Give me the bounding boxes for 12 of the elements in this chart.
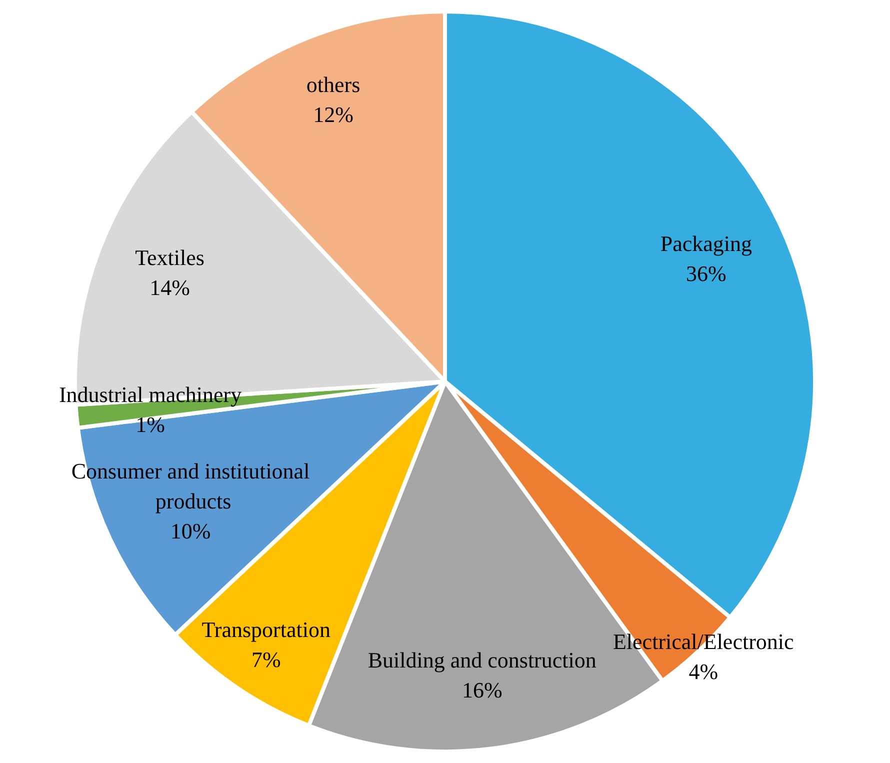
slice-label: Building and construction (368, 648, 596, 673)
data-label: 4% (688, 659, 718, 684)
slice-label: Packaging (660, 231, 752, 256)
slice-label: others (306, 72, 360, 97)
data-label: 36% (686, 261, 726, 286)
slice-label: Textiles (135, 245, 204, 270)
data-label: 14% (150, 275, 190, 300)
slice-label: Transportation (202, 617, 330, 642)
data-label: 12% (313, 102, 354, 127)
data-label: 7% (251, 647, 281, 672)
data-label: 10% (170, 518, 211, 544)
data-label: 16% (462, 678, 502, 703)
